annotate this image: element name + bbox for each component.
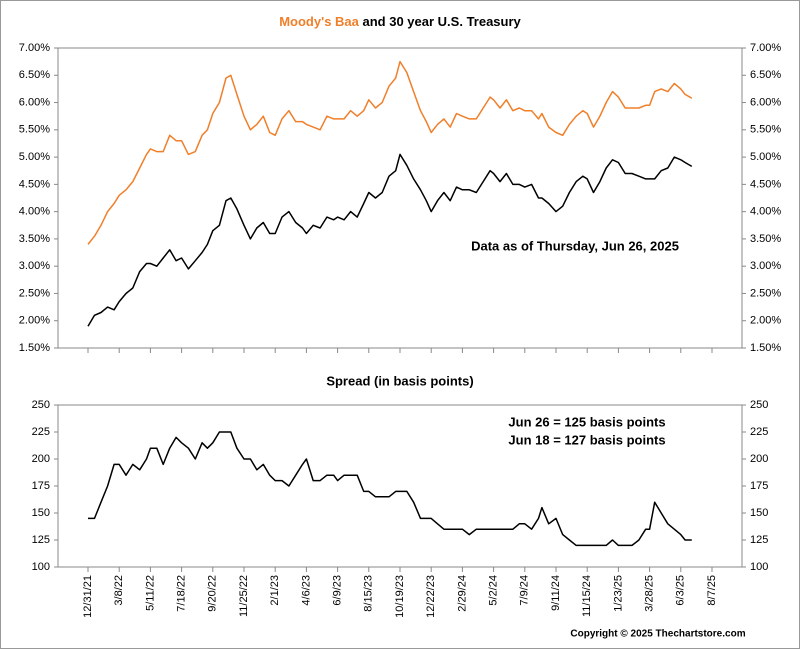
series-line [87,60,693,245]
copyright: Copyright © 2025 Thechartstore.com [570,629,745,640]
y-tick-label: 3.00% [19,260,50,272]
x-tick-label: 8/7/25 [706,575,718,606]
x-tick-label: 3/28/25 [644,575,656,612]
y2-tick-label: 100 [750,561,768,573]
y-tick-label: 200 [32,453,50,465]
y2-tick-label: 175 [750,480,768,492]
y2-tick-label: 7.00% [750,42,781,54]
x-tick-label: 12/22/23 [425,575,437,618]
y2-tick-label: 4.50% [750,178,781,190]
y-tick-label: 2.00% [19,315,50,327]
y2-tick-label: 3.50% [750,233,781,245]
y2-tick-label: 5.00% [750,151,781,163]
x-tick-label: 4/6/23 [300,575,312,606]
x-tick-label: 3/8/22 [113,575,125,606]
annotation: Data as of Thursday, Jun 26, 2025 [471,238,679,253]
series-line [88,431,692,547]
x-tick-label: 2/29/24 [456,575,468,612]
y2-tick-label: 4.00% [750,206,781,218]
x-tick-label: 7/9/24 [519,575,531,606]
y-tick-label: 3.50% [19,233,50,245]
annotation: Jun 26 = 125 basis points [508,414,665,429]
x-tick-label: 2/1/23 [269,575,281,606]
y-tick-label: 4.50% [19,178,50,190]
spread-title: Spread (in basis points) [326,373,473,388]
series-line [87,153,693,327]
y-tick-label: 7.00% [19,42,50,54]
title-highlight: Moody's Baa [279,14,359,29]
y2-tick-label: 250 [750,399,768,411]
title-rest: and 30 year U.S. Treasury [363,14,522,29]
x-tick-label: 12/31/21 [82,575,94,618]
x-tick-label: 9/11/24 [550,575,562,611]
x-tick-label: 8/15/23 [363,575,375,612]
y2-tick-label: 225 [750,426,768,438]
y2-tick-label: 150 [750,507,768,519]
y2-tick-label: 6.00% [750,96,781,108]
y-tick-label: 1.50% [19,342,50,354]
x-tick-label: 5/2/24 [488,575,500,606]
x-tick-label: 9/20/22 [207,575,219,612]
y2-tick-label: 6.50% [750,69,781,81]
chart-title: Moody's Baa and 30 year U.S. Treasury [279,14,521,29]
y2-tick-label: 2.50% [750,287,781,299]
y-tick-label: 150 [32,507,50,519]
x-tick-label: 6/9/23 [332,575,344,606]
x-tick-label: 11/15/24 [581,575,593,617]
y2-tick-label: 5.50% [750,124,781,136]
y-tick-label: 6.50% [19,69,50,81]
y-tick-label: 225 [32,426,50,438]
y-tick-label: 6.00% [19,96,50,108]
y2-tick-label: 1.50% [750,342,781,354]
annotation: Jun 18 = 127 basis points [508,432,665,447]
x-tick-label: 1/23/25 [612,575,624,612]
y-tick-label: 2.50% [19,287,50,299]
y-tick-label: 125 [32,534,50,546]
y-tick-label: 175 [32,480,50,492]
y-tick-label: 5.00% [19,151,50,163]
x-tick-label: 11/25/22 [238,575,250,617]
x-tick-label: 6/3/25 [675,575,687,606]
y-tick-label: 250 [32,399,50,411]
y-tick-label: 100 [32,561,50,573]
y-tick-label: 4.00% [19,206,50,218]
y-tick-label: 5.50% [19,124,50,136]
y2-tick-label: 200 [750,453,768,465]
x-tick-label: 10/19/23 [394,575,406,618]
x-tick-label: 5/11/22 [144,575,156,611]
y2-tick-label: 2.00% [750,315,781,327]
y2-tick-label: 125 [750,534,768,546]
y2-tick-label: 3.00% [750,260,781,272]
x-tick-label: 7/18/22 [176,575,188,612]
